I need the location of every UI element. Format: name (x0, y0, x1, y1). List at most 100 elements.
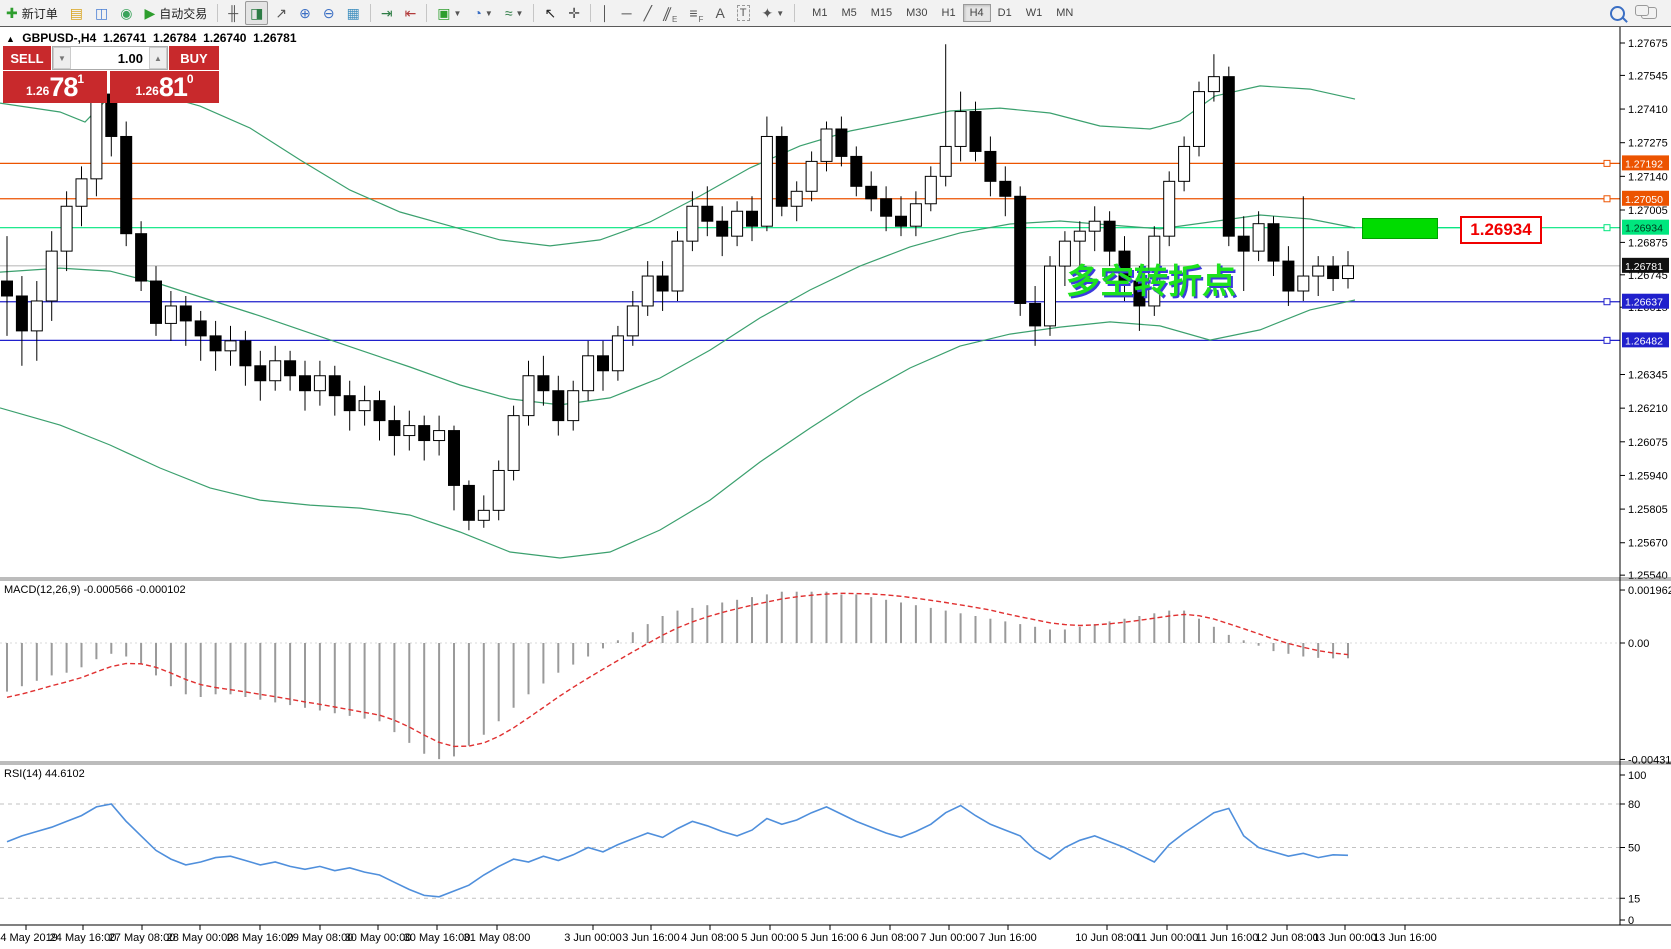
timeframe-m1[interactable]: M1 (812, 7, 828, 19)
timeframe-mn[interactable]: MN (1056, 7, 1074, 19)
candle-body (254, 365, 267, 382)
timeframe-m5[interactable]: M5 (841, 7, 857, 19)
horizontal-line-icon[interactable]: ─ (617, 1, 637, 25)
candle-body (45, 250, 58, 302)
trendline-icon[interactable]: ╱ (639, 1, 657, 25)
rsi-axis-label: 80 (1628, 799, 1640, 811)
volume-value[interactable]: 1.00 (117, 50, 143, 66)
autotrading-button[interactable]: ▶ 自动交易 (139, 1, 212, 25)
candle-body (194, 320, 207, 337)
crosshair-icon[interactable]: ✛ (563, 1, 585, 25)
symbol-info-line: ▲ GBPUSD-,H4 1.26741 1.26784 1.26740 1.2… (6, 31, 297, 45)
fibonacci-icon: ≡ (689, 5, 698, 21)
zoom-out-icon[interactable]: ⊖ (318, 1, 340, 25)
candle-body (1222, 76, 1235, 237)
price-axis-label: 1.26075 (1628, 437, 1668, 449)
fibonacci-icon[interactable]: ≡ F (684, 1, 708, 25)
market-watch-icon[interactable]: ◫ (90, 1, 113, 25)
sell-button[interactable]: SELL (3, 46, 52, 70)
one-click-collapse-icon[interactable]: ▲ (6, 34, 15, 44)
tile-windows-icon[interactable]: ▦ (342, 1, 365, 25)
search-icon[interactable] (1610, 5, 1625, 21)
zoom-in-icon: ⊕ (299, 5, 311, 21)
vertical-line-icon[interactable]: │ (596, 1, 615, 25)
indicators-dropdown-arrow[interactable]: ▼ (515, 8, 524, 18)
candle-body (656, 275, 669, 292)
price-axis-label: 1.27275 (1628, 138, 1668, 150)
candle-body (1133, 280, 1146, 307)
time-axis-label: 30 May 00:00 (345, 932, 412, 944)
buy-price[interactable]: 1.26 81 0 (110, 71, 219, 103)
bar-chart-icon[interactable]: ╫ (223, 1, 243, 25)
candle-body (611, 335, 624, 372)
equidistant-channel-icon[interactable]: ∥ E (659, 1, 682, 25)
templates-dropdown[interactable]: ▣ ▼ (432, 1, 466, 25)
time-axis-label: 10 Jun 08:00 (1075, 932, 1139, 944)
arrows-dropdown-arrow[interactable]: ▼ (776, 8, 785, 18)
macd-axis-label: 0.001962 (1628, 585, 1671, 597)
line-chart-icon[interactable]: ↗ (270, 1, 292, 25)
time-axis-label: 6 Jun 08:00 (861, 932, 919, 944)
candle-body (343, 395, 356, 412)
cursor-icon: ↖ (544, 5, 557, 21)
text-icon: A (715, 5, 725, 21)
timeframe-h4[interactable]: H4 (962, 4, 991, 22)
candle-body (30, 300, 43, 332)
signals-icon[interactable]: ◉ (115, 1, 137, 25)
candle-body (388, 420, 401, 437)
timeframe-h1[interactable]: H1 (941, 7, 956, 19)
text-label-icon[interactable]: T (732, 1, 755, 25)
time-axis-label: 28 May 16:00 (227, 932, 294, 944)
toolbar-separator (533, 4, 535, 22)
text-icon[interactable]: A (710, 1, 729, 25)
candle-body (939, 145, 952, 177)
time-axis-label: 11 Jun 00:00 (1136, 932, 1199, 944)
macd-signal-line (6, 592, 1349, 748)
bar-chart-icon: ╫ (228, 5, 239, 21)
price-badge-1.26482 (1622, 332, 1669, 348)
timeframe-m30[interactable]: M30 (906, 7, 928, 19)
zoom-in-icon[interactable]: ⊕ (294, 1, 316, 25)
history-center-icon[interactable]: ▤ (65, 1, 88, 25)
cursor-icon[interactable]: ↖ (539, 1, 561, 25)
timeframe-m15[interactable]: M15 (870, 7, 893, 19)
hline-marker (1603, 195, 1611, 203)
tile-windows-icon: ▦ (346, 5, 360, 21)
candle-body (805, 160, 818, 192)
buy-button[interactable]: BUY (168, 46, 219, 70)
sell-price[interactable]: 1.26 78 1 (3, 71, 107, 103)
rsi-axis-label: 0 (1628, 915, 1634, 927)
indicators-dropdown[interactable]: ≈ ▼ (500, 1, 529, 25)
candlestick-chart-icon[interactable]: ◨ (245, 1, 269, 25)
equidistant-channel-icon-sub: E (672, 15, 678, 24)
templates-dropdown-arrow[interactable]: ▼ (453, 8, 462, 18)
price-badge-text: 1.26482 (1625, 335, 1663, 347)
candle-body (626, 305, 639, 337)
arrows-dropdown[interactable]: ✦ ▼ (757, 1, 790, 25)
timeframe-d1[interactable]: D1 (997, 7, 1012, 19)
new-order-button-label: 新订单 (21, 6, 58, 21)
candle-body (1207, 76, 1220, 93)
candle-body (313, 375, 326, 392)
hline-marker (1603, 224, 1611, 232)
auto-scroll-icon[interactable]: ⇥ (376, 1, 398, 25)
periods-dropdown[interactable]: ◔ ▼ (468, 1, 497, 25)
price-callout-box[interactable]: 1.26934 (1460, 216, 1542, 244)
candle-body (954, 111, 967, 147)
sell-price-big: 78 (49, 72, 78, 102)
new-order-button[interactable]: ✚ 新订单 (1, 1, 63, 25)
green-rectangle-annotation[interactable] (1362, 218, 1438, 239)
volume-down-button[interactable]: ▼ (53, 47, 71, 69)
timeframe-w1[interactable]: W1 (1025, 7, 1043, 19)
candle-body (120, 135, 133, 235)
hline-marker (1603, 159, 1611, 167)
candle-body (1342, 265, 1354, 280)
volume-up-button[interactable]: ▲ (149, 47, 167, 69)
chinese-annotation[interactable]: 多空转折点 (1066, 263, 1236, 301)
chat-icon[interactable] (1635, 5, 1657, 19)
candle-body (299, 375, 311, 392)
periods-dropdown-arrow[interactable]: ▼ (484, 8, 493, 18)
chart-shift-icon[interactable]: ⇤ (400, 1, 422, 25)
